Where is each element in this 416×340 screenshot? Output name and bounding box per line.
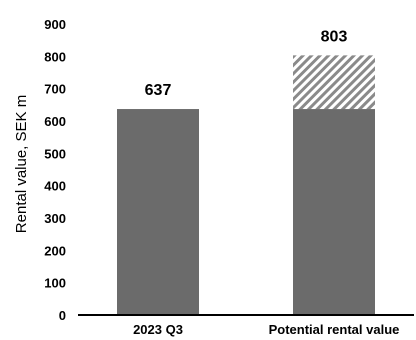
y-tick-label: 300 [44,211,66,226]
x-axis-ticks: 2023 Q3 Potential rental value [133,322,399,337]
bar-segment [117,109,199,315]
y-tick-label: 100 [44,276,66,291]
y-tick-label: 200 [44,243,66,258]
y-tick-label: 700 [44,82,66,97]
y-tick-label: 600 [44,114,66,129]
x-category-label: 2023 Q3 [133,322,183,337]
bar-potential-increase [293,55,375,110]
bars [117,55,375,315]
data-labels: 637 803 [145,28,348,99]
y-axis-label: Rental value, SEK m [13,95,30,233]
y-tick-label: 900 [44,17,66,32]
y-tick-label: 500 [44,146,66,161]
y-axis-ticks: 0 100 200 300 400 500 600 700 800 900 [44,17,66,323]
data-label: 637 [145,82,172,99]
y-tick-label: 800 [44,49,66,64]
data-label: 803 [321,28,348,45]
bar-segment [293,109,375,315]
y-tick-label: 0 [59,308,66,323]
x-category-label: Potential rental value [269,322,400,337]
y-tick-label: 400 [44,179,66,194]
